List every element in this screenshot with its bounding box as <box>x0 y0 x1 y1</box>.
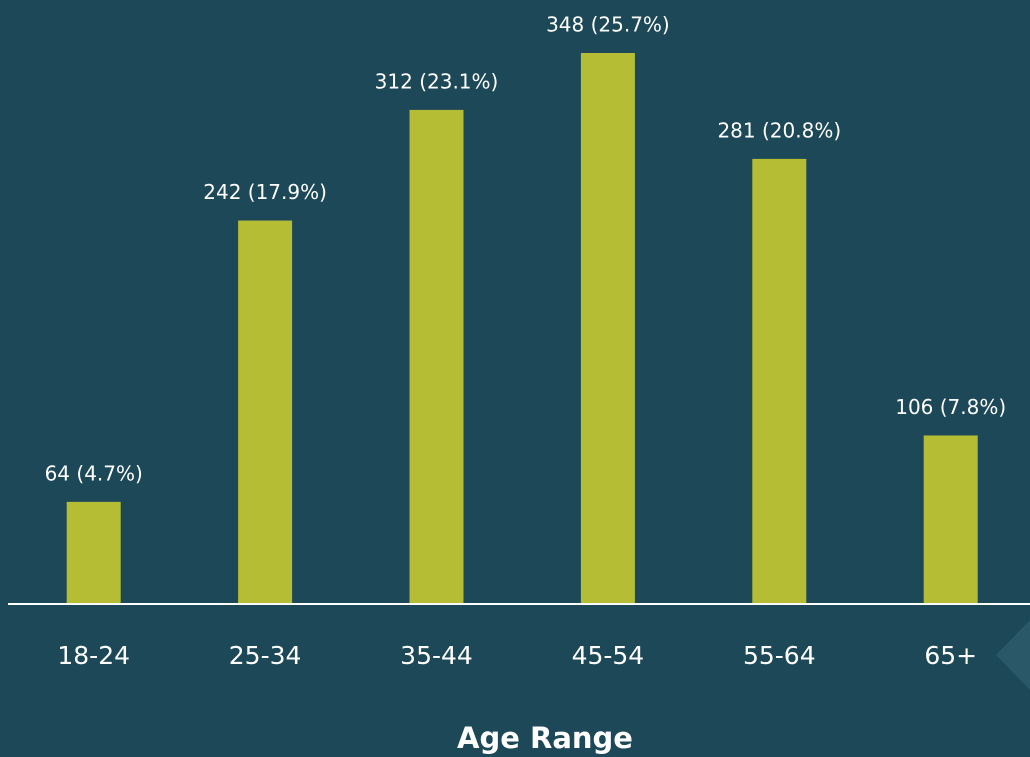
data-label: 281 (20.8%) <box>717 118 841 142</box>
bar <box>66 501 121 603</box>
x-tick-label: 18-24 <box>57 641 130 670</box>
x-axis-title: Age Range <box>457 721 633 755</box>
data-label: 106 (7.8%) <box>895 395 1006 419</box>
x-tick-label: 55-64 <box>743 641 816 670</box>
x-tick-label: 45-54 <box>572 641 645 670</box>
bar <box>752 158 807 603</box>
data-label: 348 (25.7%) <box>546 13 670 37</box>
bar <box>580 53 635 603</box>
data-label: 312 (23.1%) <box>375 69 499 93</box>
x-tick-label: 35-44 <box>400 641 473 670</box>
bar <box>409 109 464 604</box>
bar <box>923 435 978 603</box>
data-label: 64 (4.7%) <box>45 461 143 485</box>
x-tick-label: 65+ <box>924 641 977 670</box>
data-label: 242 (17.9%) <box>203 180 327 204</box>
x-tick-label: 25-34 <box>229 641 302 670</box>
bar <box>238 220 293 603</box>
decoration <box>996 620 1030 690</box>
